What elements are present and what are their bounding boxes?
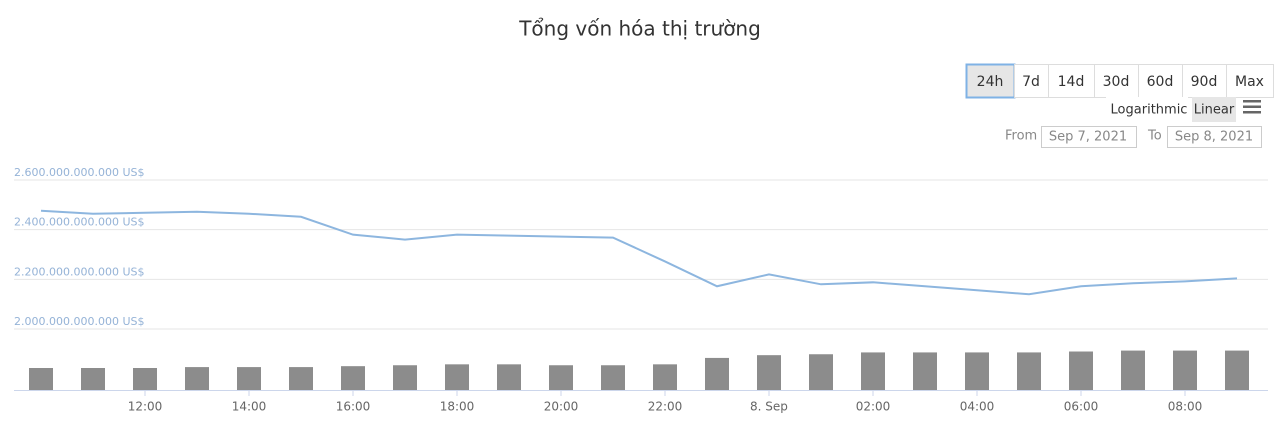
range-button[interactable]	[1014, 64, 1049, 98]
volume-bar	[393, 365, 417, 390]
volume-bar	[1121, 350, 1145, 390]
volume-bar	[809, 354, 833, 390]
scale-button-label: Logarithmic	[1111, 103, 1188, 118]
from-label: From	[1005, 129, 1037, 144]
volume-bar	[185, 367, 209, 390]
menu-bar	[1243, 100, 1261, 103]
range-button-label: 90d	[1191, 74, 1218, 90]
range-button[interactable]	[1138, 64, 1183, 98]
y-tick-label: 2.000.000.000.000 US$	[14, 315, 145, 328]
menu-bar	[1243, 105, 1261, 108]
x-tick-label: 12:00	[128, 400, 163, 414]
range-button[interactable]	[1226, 64, 1274, 98]
volume-bar	[1069, 351, 1093, 390]
x-tick-label: 06:00	[1064, 400, 1099, 414]
to-date: Sep 8, 2021	[1175, 130, 1253, 145]
range-button-label: 7d	[1022, 74, 1040, 90]
range-button-label: Max	[1235, 74, 1264, 90]
volume-bar	[861, 352, 885, 390]
menu-bar	[1243, 111, 1261, 114]
volume-bar	[653, 364, 677, 390]
to-label: To	[1147, 129, 1162, 144]
to-input[interactable]	[1167, 126, 1262, 148]
x-tick-label: 16:00	[336, 400, 371, 414]
x-tick-label: 8. Sep	[750, 400, 788, 414]
volume-bar	[341, 366, 365, 390]
market-cap-line	[40, 209, 1238, 296]
scale-button-label: Linear	[1194, 103, 1235, 118]
volume-bar	[601, 365, 625, 390]
volume-bar	[913, 352, 937, 390]
range-button-label: 60d	[1147, 74, 1174, 90]
volume-bar	[133, 368, 157, 390]
y-tick-label: 2.400.000.000.000 US$	[14, 216, 145, 229]
volume-bar	[965, 352, 989, 390]
volume-bar	[497, 364, 521, 390]
volume-bar	[1225, 350, 1249, 390]
volume-bar	[705, 357, 729, 390]
volume-bar	[549, 365, 573, 390]
range-button[interactable]	[1182, 64, 1227, 98]
volume-bar	[289, 367, 313, 390]
y-tick-label: 2.600.000.000.000 US$	[14, 166, 145, 179]
from-date: Sep 7, 2021	[1049, 130, 1127, 145]
chart-title: Tổng vốn hóa thị trường	[518, 17, 761, 41]
y-tick-label: 2.200.000.000.000 US$	[14, 265, 145, 278]
scale-button[interactable]	[1192, 97, 1236, 122]
x-tick-label: 08:00	[1168, 400, 1203, 414]
volume-bar	[757, 355, 781, 390]
from-input[interactable]	[1041, 126, 1137, 148]
x-tick-label: 18:00	[440, 400, 475, 414]
x-tick-label: 22:00	[648, 400, 683, 414]
range-button-label: 14d	[1058, 74, 1085, 90]
x-tick-label: 20:00	[544, 400, 579, 414]
x-tick-label: 02:00	[856, 400, 891, 414]
volume-bar	[81, 368, 105, 390]
range-button-label: 24h	[977, 74, 1004, 90]
volume-bar	[237, 367, 261, 390]
volume-bar	[29, 368, 53, 390]
scale-button[interactable]	[1106, 97, 1188, 122]
range-button-label: 30d	[1103, 74, 1130, 90]
range-button[interactable]	[1048, 64, 1095, 98]
volume-bar	[1017, 352, 1041, 390]
volume-bar	[1173, 350, 1197, 390]
volume-bar	[445, 364, 469, 390]
x-tick-label: 04:00	[960, 400, 995, 414]
x-tick-label: 14:00	[232, 400, 267, 414]
menu-icon[interactable]	[1243, 100, 1261, 114]
range-button[interactable]	[965, 63, 1016, 99]
